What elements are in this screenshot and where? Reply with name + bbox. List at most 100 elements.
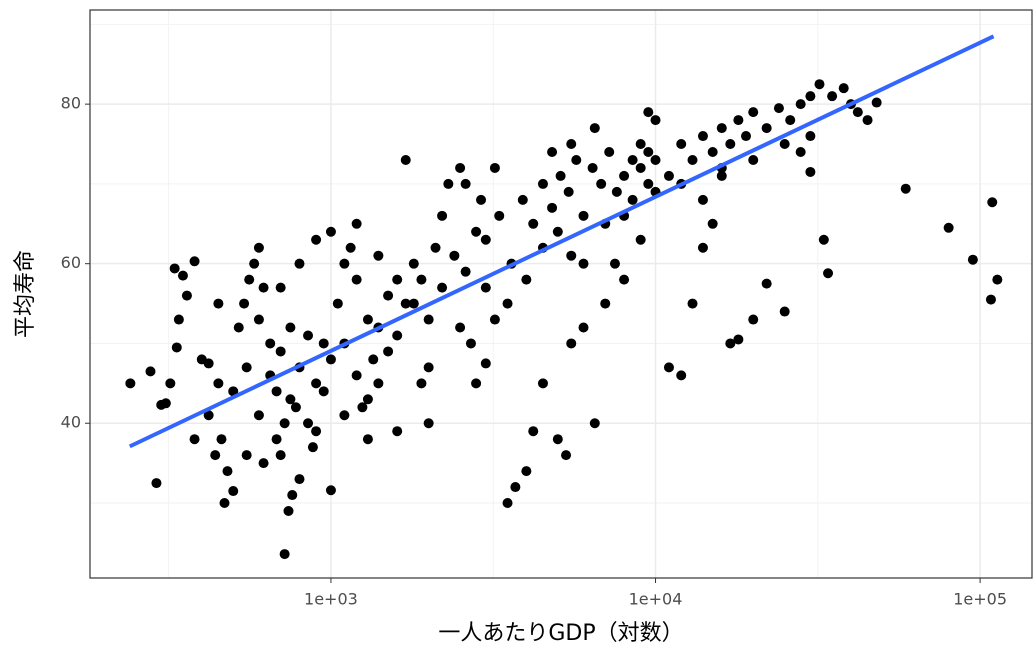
point [460,266,471,277]
point [604,147,615,157]
point [600,298,611,309]
point [294,474,305,485]
point [239,298,250,309]
point [627,194,638,205]
point [210,450,221,461]
point [339,410,350,421]
point [635,162,646,173]
point [578,258,589,269]
point [258,282,269,293]
x-tick-label: 1e+04 [629,590,683,609]
point [643,107,654,118]
point [165,378,176,389]
point [449,250,460,261]
point [827,91,838,102]
point [253,410,264,421]
point [416,378,427,389]
point [528,426,539,437]
point [471,378,482,389]
point [900,183,911,194]
fit-line [128,34,995,449]
point [589,123,600,134]
point [271,386,282,397]
point [566,139,577,150]
point [725,139,736,150]
point [609,258,620,269]
point [992,274,1003,285]
point [510,482,521,493]
point [294,258,305,269]
point [517,194,528,205]
point [339,258,350,269]
point [761,278,772,289]
point [222,466,233,477]
point [283,505,294,516]
point [578,322,589,333]
point [779,306,790,317]
point [663,362,674,373]
point [480,282,491,293]
point [707,218,718,229]
point [181,290,192,301]
point [985,294,996,305]
point [189,434,200,445]
point [171,342,182,353]
point [216,434,227,445]
point [285,322,296,333]
point [635,234,646,245]
point [325,226,336,237]
point [460,178,471,189]
point [244,274,255,285]
point [362,434,373,445]
point [587,162,598,173]
point [571,154,582,165]
point [357,402,368,413]
point [362,314,373,325]
point [555,170,566,181]
point [521,274,532,285]
point [635,139,646,150]
point [566,338,577,349]
point [502,498,513,509]
y-axis-title: 平均寿命 [13,250,38,338]
point [437,210,448,221]
point [416,274,427,285]
point [725,338,736,349]
point [489,162,500,173]
point [383,290,394,301]
point [241,450,252,461]
point [362,394,373,405]
point [332,298,343,309]
point [537,178,548,189]
point [552,226,563,237]
point [392,330,403,341]
point [173,314,184,325]
point [528,218,539,229]
point [943,222,954,233]
point [650,154,661,165]
point [748,314,759,325]
marks [125,34,1003,560]
point [203,358,214,369]
point [351,218,362,229]
point [325,485,336,496]
point [443,178,454,189]
point [311,378,322,389]
point [311,426,322,437]
point [795,147,806,157]
point [392,426,403,437]
point [552,434,563,445]
point [345,242,356,253]
point [151,478,162,489]
y-tick-label: 40 [61,413,81,432]
point [489,314,500,325]
point [408,258,419,269]
point [619,274,630,285]
point [547,202,558,213]
point [303,418,314,429]
x-axis-title: 一人あたりGDP（対数） [438,621,683,646]
point [271,434,282,445]
point [318,386,329,397]
point [611,186,622,197]
point [368,354,379,365]
